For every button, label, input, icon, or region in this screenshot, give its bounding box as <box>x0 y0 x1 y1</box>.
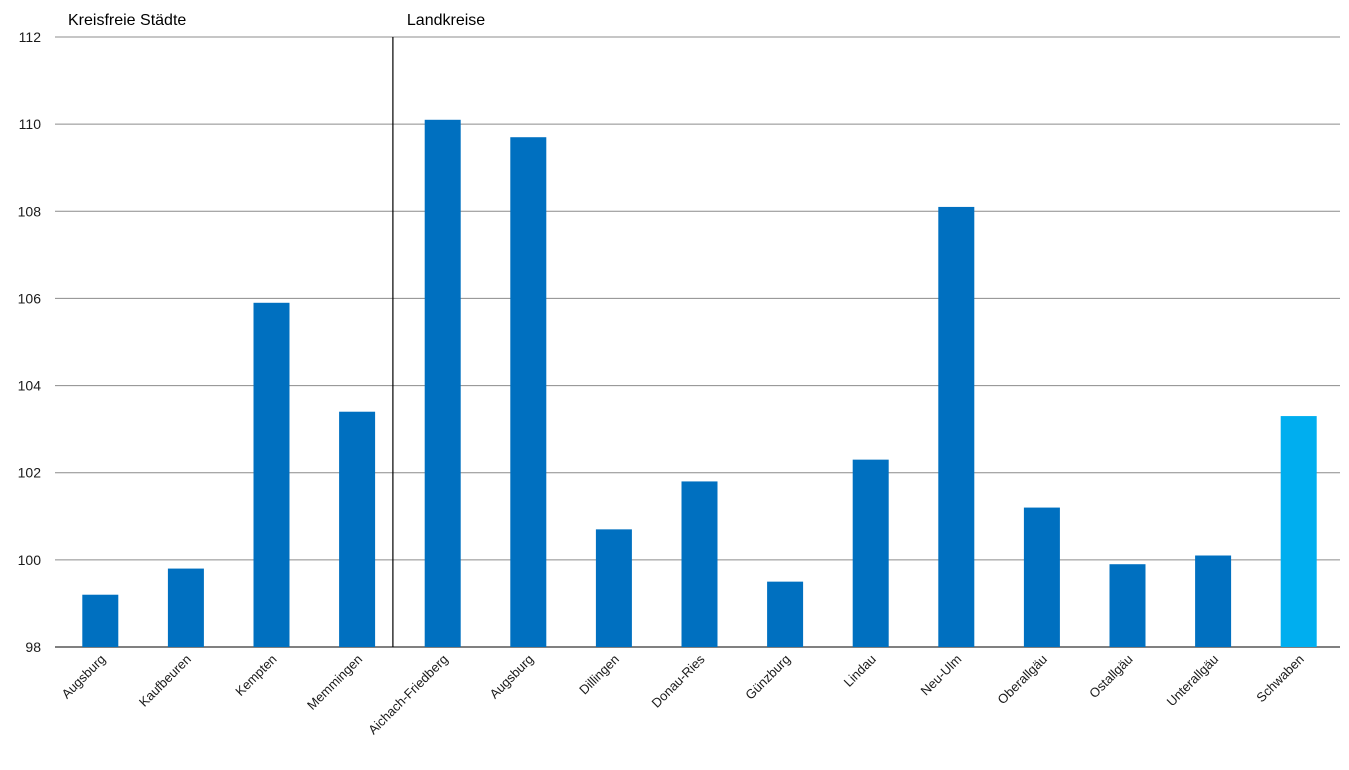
bar-14 <box>1280 416 1317 647</box>
x-category-label: Günzburg <box>742 652 793 703</box>
group-label: Kreisfreie Städte <box>68 12 186 29</box>
x-category-label: Kempten <box>232 652 279 699</box>
bar-13 <box>1195 555 1232 647</box>
bar-5 <box>510 137 547 647</box>
y-tick-label: 106 <box>18 290 42 306</box>
bar-11 <box>1023 507 1060 647</box>
x-category-label: Augsburg <box>486 652 536 702</box>
y-tick-label: 108 <box>18 203 42 219</box>
bar-6 <box>595 529 632 647</box>
x-category-label: Donau-Ries <box>648 651 707 710</box>
bar-12 <box>1109 564 1146 647</box>
y-tick-label: 98 <box>25 639 41 655</box>
bar-2 <box>253 302 290 647</box>
bar-3 <box>339 411 376 647</box>
bar-8 <box>767 581 804 647</box>
x-category-label: Memmingen <box>304 652 365 713</box>
x-category-label: Aichach-Friedberg <box>365 652 451 738</box>
y-tick-label: 104 <box>18 378 42 394</box>
y-tick-label: 110 <box>19 116 42 132</box>
x-category-label: Dillingen <box>576 652 622 698</box>
bar-7 <box>681 481 718 647</box>
y-tick-label: 100 <box>18 552 42 568</box>
bars <box>82 119 1317 648</box>
bar-4 <box>424 119 461 648</box>
x-category-label: Kaufbeuren <box>136 652 194 710</box>
bar-1 <box>167 568 204 647</box>
bar-9 <box>852 459 889 647</box>
bar-10 <box>938 206 975 647</box>
x-category-label: Neu-Ulm <box>918 652 965 699</box>
y-axis-tick-labels: 98 100 102 104 106 108 110 112 <box>18 29 42 655</box>
y-tick-label: 112 <box>19 29 42 45</box>
y-tick-label: 102 <box>18 465 42 481</box>
group-labels: Kreisfreie Städte Landkreise <box>68 12 485 29</box>
x-axis-category-labels: Augsburg Kaufbeuren Kempten Memmingen Aichac… <box>58 651 1306 737</box>
x-category-label: Unterallgäu <box>1164 652 1222 710</box>
x-category-label: Augsburg <box>58 652 108 702</box>
x-category-label: Ostallgäu <box>1086 652 1135 701</box>
x-category-label: Lindau <box>841 652 879 690</box>
group-label: Landkreise <box>407 12 485 29</box>
x-category-label: Oberallgäu <box>994 652 1050 708</box>
x-category-label: Schwaben <box>1253 652 1307 706</box>
bar-0 <box>82 594 119 647</box>
